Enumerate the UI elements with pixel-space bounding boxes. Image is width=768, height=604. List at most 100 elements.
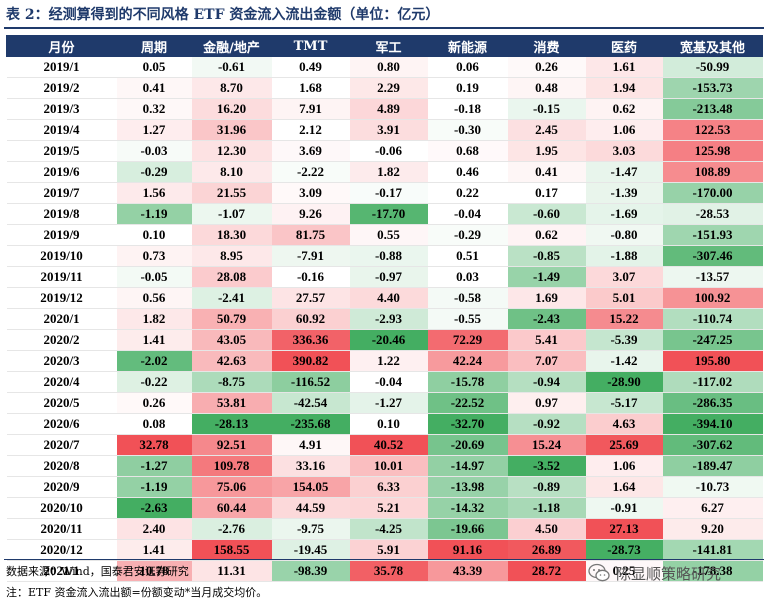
cell-medical: 1.61 — [585, 56, 663, 78]
cell-finance: 42.63 — [191, 350, 272, 372]
cell-medical: 15.22 — [585, 308, 663, 330]
cell-cycle: 0.56 — [116, 287, 192, 309]
table-row: 2019/7 1.56 21.55 3.09 -0.17 0.22 0.17 -1.39 -17… — [6, 182, 763, 204]
cell-broad: -394.10 — [662, 413, 763, 435]
col-header-medical: 医药 — [585, 35, 663, 57]
cell-tmt: -9.75 — [271, 518, 350, 540]
cell-finance: 43.05 — [191, 329, 272, 351]
col-header-cycle: 周期 — [116, 35, 192, 57]
cell-cycle: 1.56 — [116, 182, 192, 204]
cell-tmt: 2.12 — [271, 119, 350, 141]
cell-new-energy: -13.98 — [427, 476, 508, 498]
cell-finance: -28.13 — [191, 413, 272, 435]
cell-month: 2019/9 — [6, 224, 117, 246]
cell-broad: -50.99 — [662, 56, 763, 78]
cell-tmt: 154.05 — [271, 476, 350, 498]
cell-new-energy: 42.24 — [427, 350, 508, 372]
cell-military: -17.70 — [349, 203, 428, 225]
cell-cycle: -1.19 — [116, 203, 192, 225]
cell-military: 5.91 — [349, 539, 428, 561]
cell-military: -0.06 — [349, 140, 428, 162]
cell-new-energy: -0.55 — [427, 308, 508, 330]
cell-broad: 125.98 — [662, 140, 763, 162]
cell-medical: -0.91 — [585, 497, 663, 519]
table-row: 2019/9 0.10 18.30 81.75 0.55 -0.29 0.62 -0.80 -1… — [6, 224, 763, 246]
cell-consumer: -0.15 — [507, 98, 586, 120]
cell-cycle: -0.03 — [116, 140, 192, 162]
cell-finance: 31.96 — [191, 119, 272, 141]
cell-month: 2019/4 — [6, 119, 117, 141]
table-row: 2019/8 -1.19 -1.07 9.26 -17.70 -0.04 -0.60 -1.6… — [6, 203, 763, 225]
cell-consumer: 0.41 — [507, 161, 586, 183]
cell-month: 2020/2 — [6, 329, 117, 351]
cell-finance: 18.30 — [191, 224, 272, 246]
cell-broad: -307.46 — [662, 245, 763, 267]
cell-medical: 1.06 — [585, 455, 663, 477]
cell-broad: -10.73 — [662, 476, 763, 498]
cell-finance: 21.55 — [191, 182, 272, 204]
table-row: 2020/10 -2.63 60.44 44.59 5.21 -14.32 -1.18 -0.… — [6, 497, 763, 519]
table-row: 2019/11 -0.05 28.08 -0.16 -0.97 0.03 -1.49 3.07… — [6, 266, 763, 288]
cell-consumer: 1.95 — [507, 140, 586, 162]
cell-finance: 92.51 — [191, 434, 272, 456]
cell-month: 2020/6 — [6, 413, 117, 435]
title-rule — [4, 27, 764, 29]
cell-medical: -5.17 — [585, 392, 663, 414]
cell-consumer: 0.62 — [507, 224, 586, 246]
cell-tmt: 3.09 — [271, 182, 350, 204]
header-row: 月份 周期 金融/地产 TMT 军工 新能源 消费 医药 宽基及其他 — [6, 35, 763, 57]
cell-tmt: 7.91 — [271, 98, 350, 120]
cell-tmt: 60.92 — [271, 308, 350, 330]
cell-month: 2019/11 — [6, 266, 117, 288]
cell-tmt: -116.52 — [271, 371, 350, 393]
cell-military: 10.01 — [349, 455, 428, 477]
cell-consumer: -2.43 — [507, 308, 586, 330]
cell-military: 4.40 — [349, 287, 428, 309]
cell-military: 0.55 — [349, 224, 428, 246]
cell-cycle: 32.78 — [116, 434, 192, 456]
cell-military: -0.88 — [349, 245, 428, 267]
cell-broad: -117.02 — [662, 371, 763, 393]
cell-broad: -307.62 — [662, 434, 763, 456]
cell-month: 2019/8 — [6, 203, 117, 225]
cell-broad: -178.38 — [662, 560, 763, 582]
cell-medical: 1.06 — [585, 119, 663, 141]
cell-medical: 1.94 — [585, 77, 663, 99]
cell-new-energy: -22.52 — [427, 392, 508, 414]
col-header-new-energy: 新能源 — [427, 35, 508, 57]
cell-cycle: -1.19 — [116, 476, 192, 498]
cell-military: 35.78 — [349, 560, 428, 582]
cell-medical: -1.42 — [585, 350, 663, 372]
cell-medical: -1.47 — [585, 161, 663, 183]
cell-consumer: -0.92 — [507, 413, 586, 435]
cell-finance: -2.41 — [191, 287, 272, 309]
cell-cycle: 0.08 — [116, 413, 192, 435]
cell-military: -4.25 — [349, 518, 428, 540]
cell-cycle: -2.02 — [116, 350, 192, 372]
cell-consumer: 28.72 — [507, 560, 586, 582]
watermark: 陈显顺策略研究 — [588, 562, 721, 584]
col-header-finance: 金融/地产 — [191, 35, 272, 57]
cell-military: 3.91 — [349, 119, 428, 141]
cell-medical: 25.69 — [585, 434, 663, 456]
cell-new-energy: -0.29 — [427, 224, 508, 246]
cell-new-energy: 91.16 — [427, 539, 508, 561]
cell-military: 5.21 — [349, 497, 428, 519]
cell-new-energy: -0.58 — [427, 287, 508, 309]
cell-consumer: -0.60 — [507, 203, 586, 225]
cell-new-energy: 0.22 — [427, 182, 508, 204]
cell-finance: 8.95 — [191, 245, 272, 267]
cell-month: 2019/12 — [6, 287, 117, 309]
cell-military: 6.33 — [349, 476, 428, 498]
cell-new-energy: 0.46 — [427, 161, 508, 183]
cell-tmt: -98.39 — [271, 560, 350, 582]
cell-medical: -0.80 — [585, 224, 663, 246]
cell-cycle: 2.40 — [116, 518, 192, 540]
cell-consumer: -1.49 — [507, 266, 586, 288]
cell-tmt: 3.69 — [271, 140, 350, 162]
cell-consumer: -1.18 — [507, 497, 586, 519]
table-row: 2020/12 1.41 158.55 -19.45 5.91 91.16 26.89 -28… — [6, 539, 763, 561]
cell-cycle: -1.27 — [116, 455, 192, 477]
wechat-icon — [588, 563, 610, 582]
cell-cycle: 0.41 — [116, 77, 192, 99]
